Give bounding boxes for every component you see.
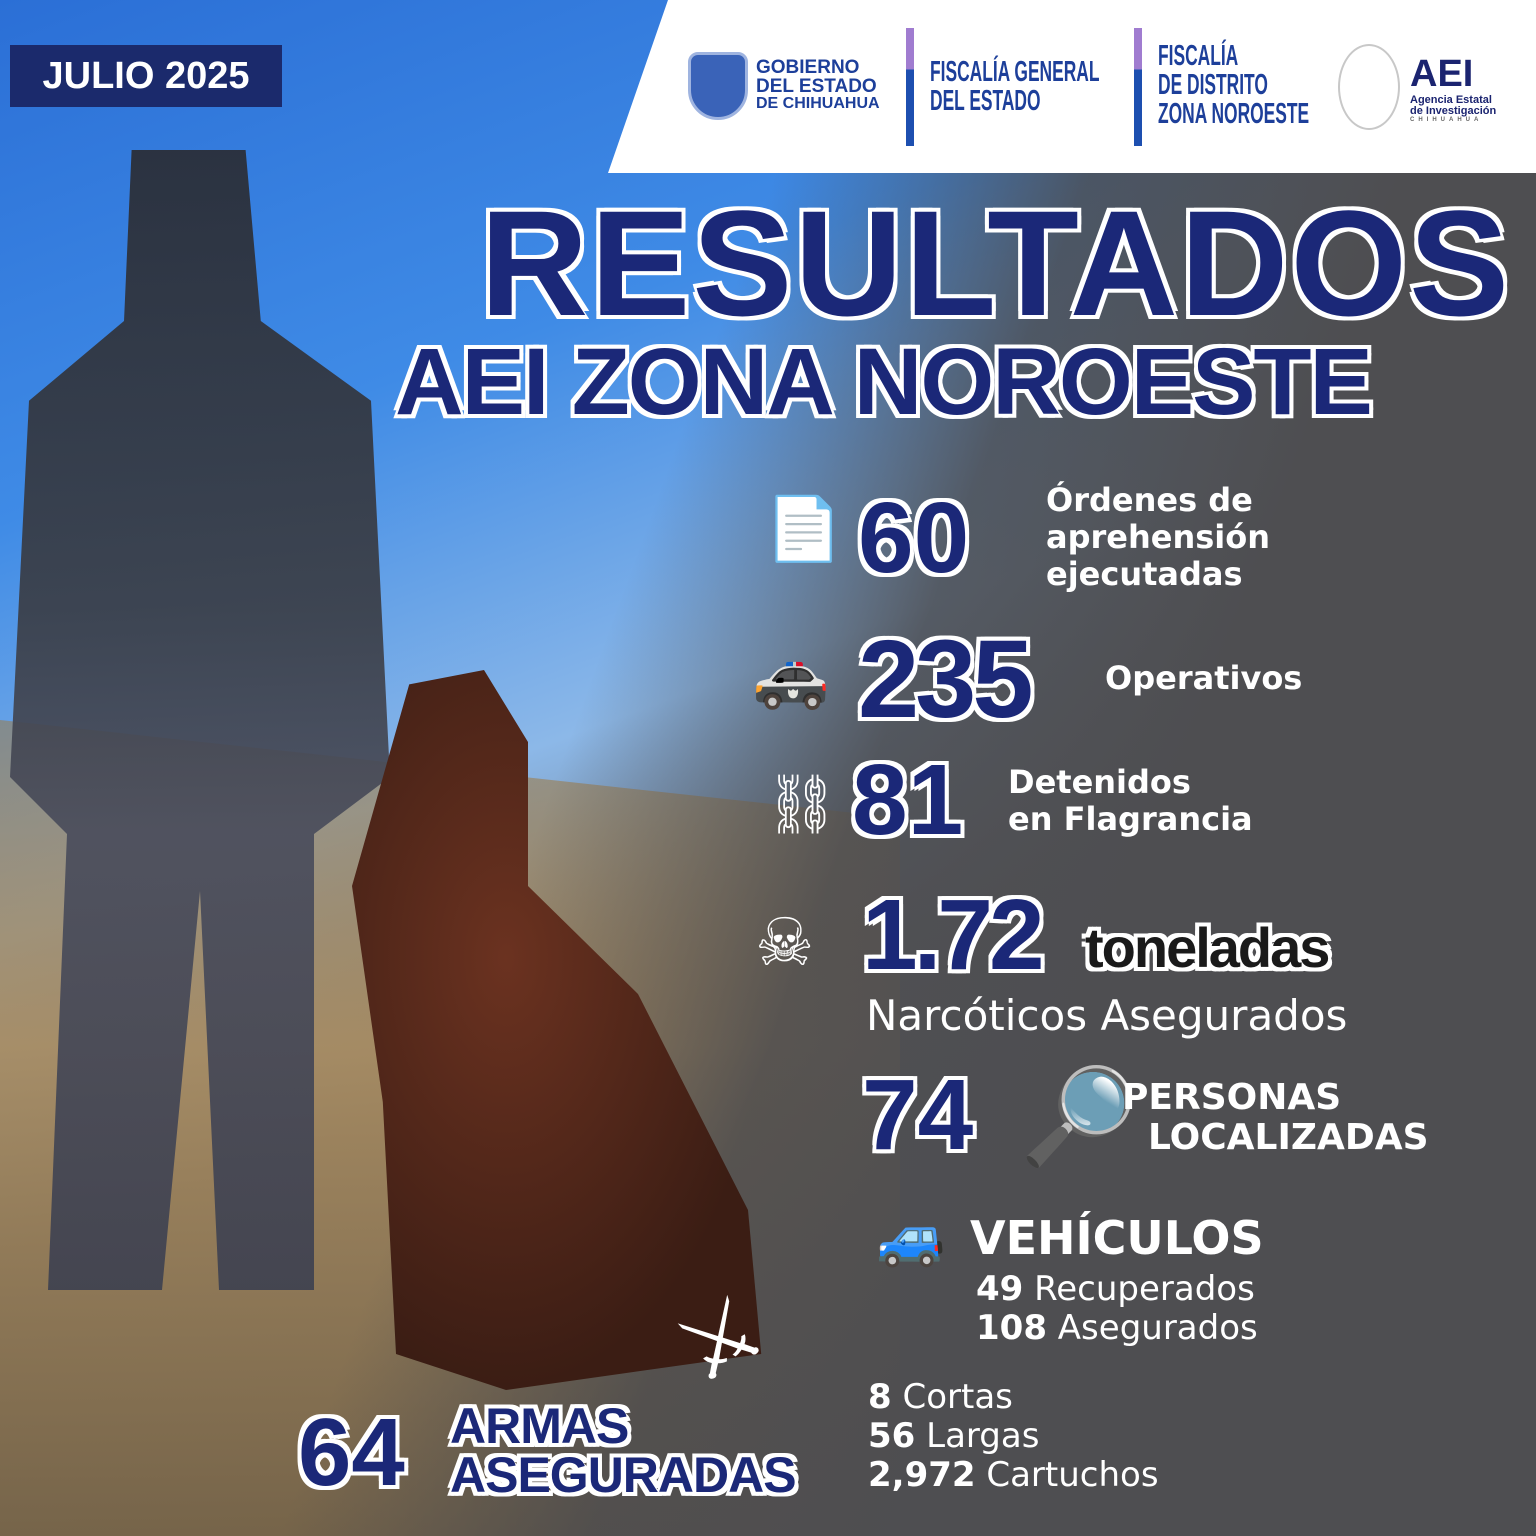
vehiculos-asegurados: 108 Asegurados (976, 1308, 1258, 1349)
armas-largas: 56 Largas (868, 1416, 1040, 1457)
gobierno-seal-icon (688, 52, 748, 120)
date-badge: JULIO 2025 (10, 45, 282, 107)
gobierno-logo-text: GOBIERNO DEL ESTADO DE CHIHUAHUA (756, 57, 880, 112)
armas-label: ARMAS ASEGURADAS (450, 1398, 797, 1503)
vehiculos-label: VEHÍCULOS (970, 1211, 1264, 1265)
narcoticos-unit: toneladas (1085, 916, 1330, 979)
car-icon: 🚙 (876, 1205, 946, 1270)
magnifier-icon: 🔍 (1020, 1062, 1139, 1172)
narcoticos-value: 1.72 (862, 879, 1045, 991)
personas-label: PERSONAS LOCALIZADAS (1122, 1077, 1429, 1158)
fiscalia-distrito-logo-text: FISCALÍA DE DISTRITO ZONA NOROESTE (1158, 40, 1310, 130)
police-car-icon: 🚓 (752, 639, 830, 712)
divider (906, 28, 914, 146)
armas-cartuchos: 2,972 Cartuchos (868, 1455, 1159, 1496)
aei-seal-icon (1338, 44, 1400, 130)
fiscalia-general-logo-text: FISCALÍA GENERAL DEL ESTADO (930, 56, 1100, 117)
armas-value: 64 (298, 1399, 405, 1506)
header-logos: GOBIERNO DEL ESTADO DE CHIHUAHUA FISCALÍ… (608, 0, 1536, 173)
title-line-2: AEI ZONA NOROESTE (395, 329, 1373, 435)
operativos-label: Operativos (1105, 659, 1303, 697)
detenidos-value: 81 (852, 744, 964, 856)
divider (1134, 28, 1142, 146)
operativos-value: 235 (858, 618, 1034, 741)
document-icon: 📄 (765, 492, 843, 565)
personas-value: 74 (862, 1059, 974, 1171)
aei-logo: AEI Agencia Estatal de Investigación CHI… (1410, 53, 1497, 123)
ordenes-value: 60 (858, 482, 970, 594)
detenidos-label: Detenidos en Flagrancia (1008, 763, 1253, 838)
skull-icon: ☠ (755, 904, 815, 981)
vehiculos-recuperados: 49 Recuperados (976, 1269, 1255, 1309)
narcoticos-label: Narcóticos Asegurados (866, 991, 1348, 1040)
vehiculos-list: 49 Recuperados 108 Asegurados (976, 1269, 1258, 1349)
handcuffs-icon: ⛓ (765, 770, 839, 838)
armas-list: 8 Cortas 56 Largas 2,972 Cartuchos (868, 1377, 1159, 1496)
armas-cortas: 8 Cortas (868, 1377, 1013, 1417)
ordenes-label: Órdenes de aprehensión ejecutadas (1046, 481, 1271, 593)
title-line-1: RESULTADOS (480, 179, 1512, 347)
